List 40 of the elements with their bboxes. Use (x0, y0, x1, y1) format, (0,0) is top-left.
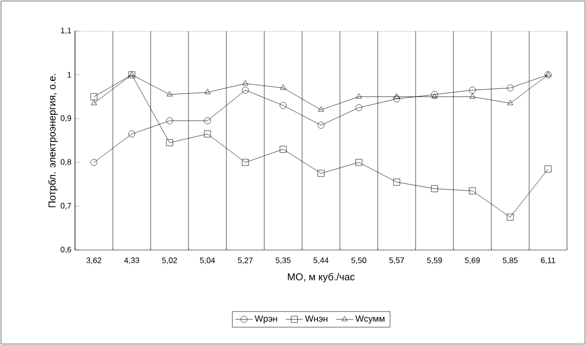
point (468, 187, 476, 194)
point (507, 100, 514, 106)
point (355, 104, 362, 112)
legend-label: Wсумм (355, 316, 384, 324)
point (544, 166, 552, 172)
point (90, 93, 98, 100)
point (318, 170, 324, 177)
point (318, 122, 324, 129)
legend-label: Wнэн (305, 316, 328, 322)
point (166, 139, 174, 146)
point (90, 159, 98, 166)
legend-label: Wрэн (254, 316, 278, 324)
point (166, 117, 174, 124)
point (128, 130, 136, 138)
point (393, 178, 400, 186)
point (356, 93, 362, 98)
x-axis-title: МО, м куб./час (288, 272, 355, 282)
point (166, 91, 173, 96)
point (280, 84, 286, 90)
point (204, 130, 211, 138)
y-axis-title: Потрбл. электроэнергия, о.е. (48, 74, 58, 208)
point (506, 214, 514, 221)
point (318, 106, 324, 112)
point (394, 93, 400, 98)
point (204, 88, 210, 94)
point (280, 146, 287, 153)
point (393, 95, 400, 102)
point (280, 102, 287, 109)
point (431, 185, 438, 192)
point (204, 117, 211, 124)
point (469, 93, 476, 98)
point (355, 159, 362, 166)
point (431, 91, 438, 98)
point (90, 100, 97, 106)
point (242, 80, 248, 86)
point (468, 86, 476, 94)
point (242, 86, 249, 94)
point (506, 84, 514, 92)
point (242, 159, 249, 166)
point (432, 93, 438, 98)
